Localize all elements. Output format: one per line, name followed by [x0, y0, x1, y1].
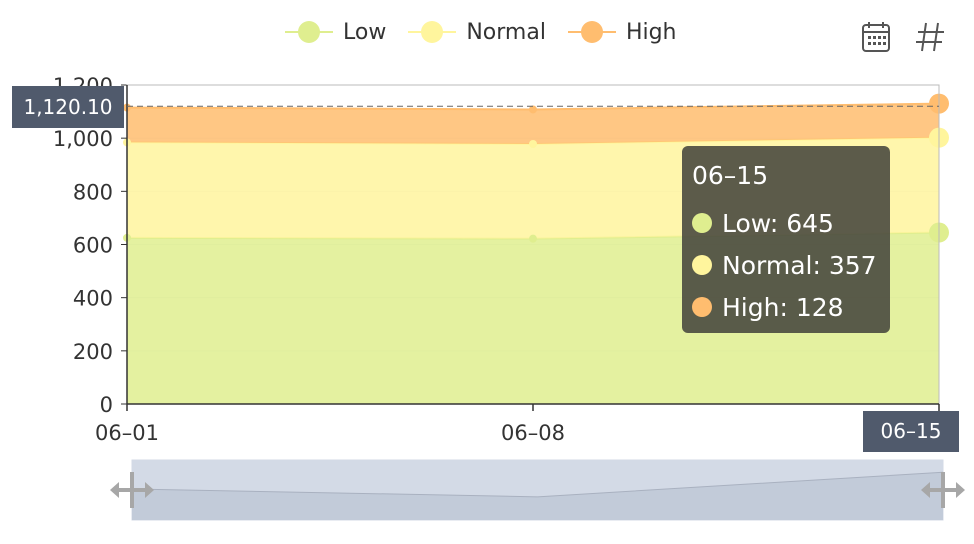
legend-item-low[interactable]: Low [285, 18, 386, 46]
y-tick-label: 1,000 [53, 127, 113, 151]
y-tick-label: 600 [73, 234, 113, 258]
zoom-handle-right[interactable] [921, 472, 965, 508]
tooltip-marker [692, 213, 712, 233]
x-pointer-label: 06–15 [863, 411, 959, 452]
legend-marker [285, 18, 333, 46]
y-tick-label: 200 [73, 340, 113, 364]
zoom-handle-arrow-left [110, 482, 119, 498]
tooltip-marker [692, 297, 712, 317]
y-tick-label: 800 [73, 180, 113, 204]
toolbox [860, 20, 946, 54]
tooltip: 06–15 Low: 645 Normal: 357 High: 128 [682, 146, 890, 333]
tooltip-text: Normal: 357 [722, 250, 877, 280]
x-tick-label: 06–01 [95, 421, 159, 445]
zoom-handle-arrow-right [956, 482, 965, 498]
tooltip-text: High: 128 [722, 292, 844, 322]
zoom-handle-left[interactable] [110, 472, 154, 508]
calendar-icon[interactable] [860, 20, 892, 54]
legend-marker [408, 18, 457, 46]
point-high [529, 105, 537, 114]
legend-item-high[interactable]: High [567, 18, 677, 46]
legend-item-normal[interactable]: Normal [408, 18, 546, 46]
tooltip-row-normal: Normal: 357 [692, 244, 880, 286]
y-pointer-label: 1,120.10 [12, 86, 124, 128]
zoom-preview-line [131, 471, 944, 498]
tooltip-title: 06–15 [692, 161, 769, 190]
tooltip-marker [692, 255, 712, 275]
y-tick-label: 400 [73, 287, 113, 311]
tooltip-row-low: Low: 645 [692, 202, 880, 244]
data-zoom-slider[interactable] [110, 459, 965, 521]
zoom-handle-arrow-right [145, 482, 154, 498]
tooltip-row-high: High: 128 [692, 286, 880, 328]
zoom-preview-area [132, 472, 943, 520]
legend-label: Low [343, 19, 387, 45]
x-tick-label: 06–08 [501, 421, 565, 445]
point-normal [529, 140, 537, 149]
zoom-handle-arrow-left [921, 482, 930, 498]
legend-marker [567, 18, 616, 46]
y-tick-label: 0 [100, 393, 113, 417]
area-high [127, 103, 939, 145]
number-sign-icon[interactable] [914, 20, 946, 54]
legend-label: Normal [466, 19, 546, 45]
legend: Low Normal High [285, 18, 677, 46]
legend-label: High [625, 19, 677, 45]
point-low [529, 234, 537, 243]
tooltip-text: Low: 645 [722, 208, 834, 238]
